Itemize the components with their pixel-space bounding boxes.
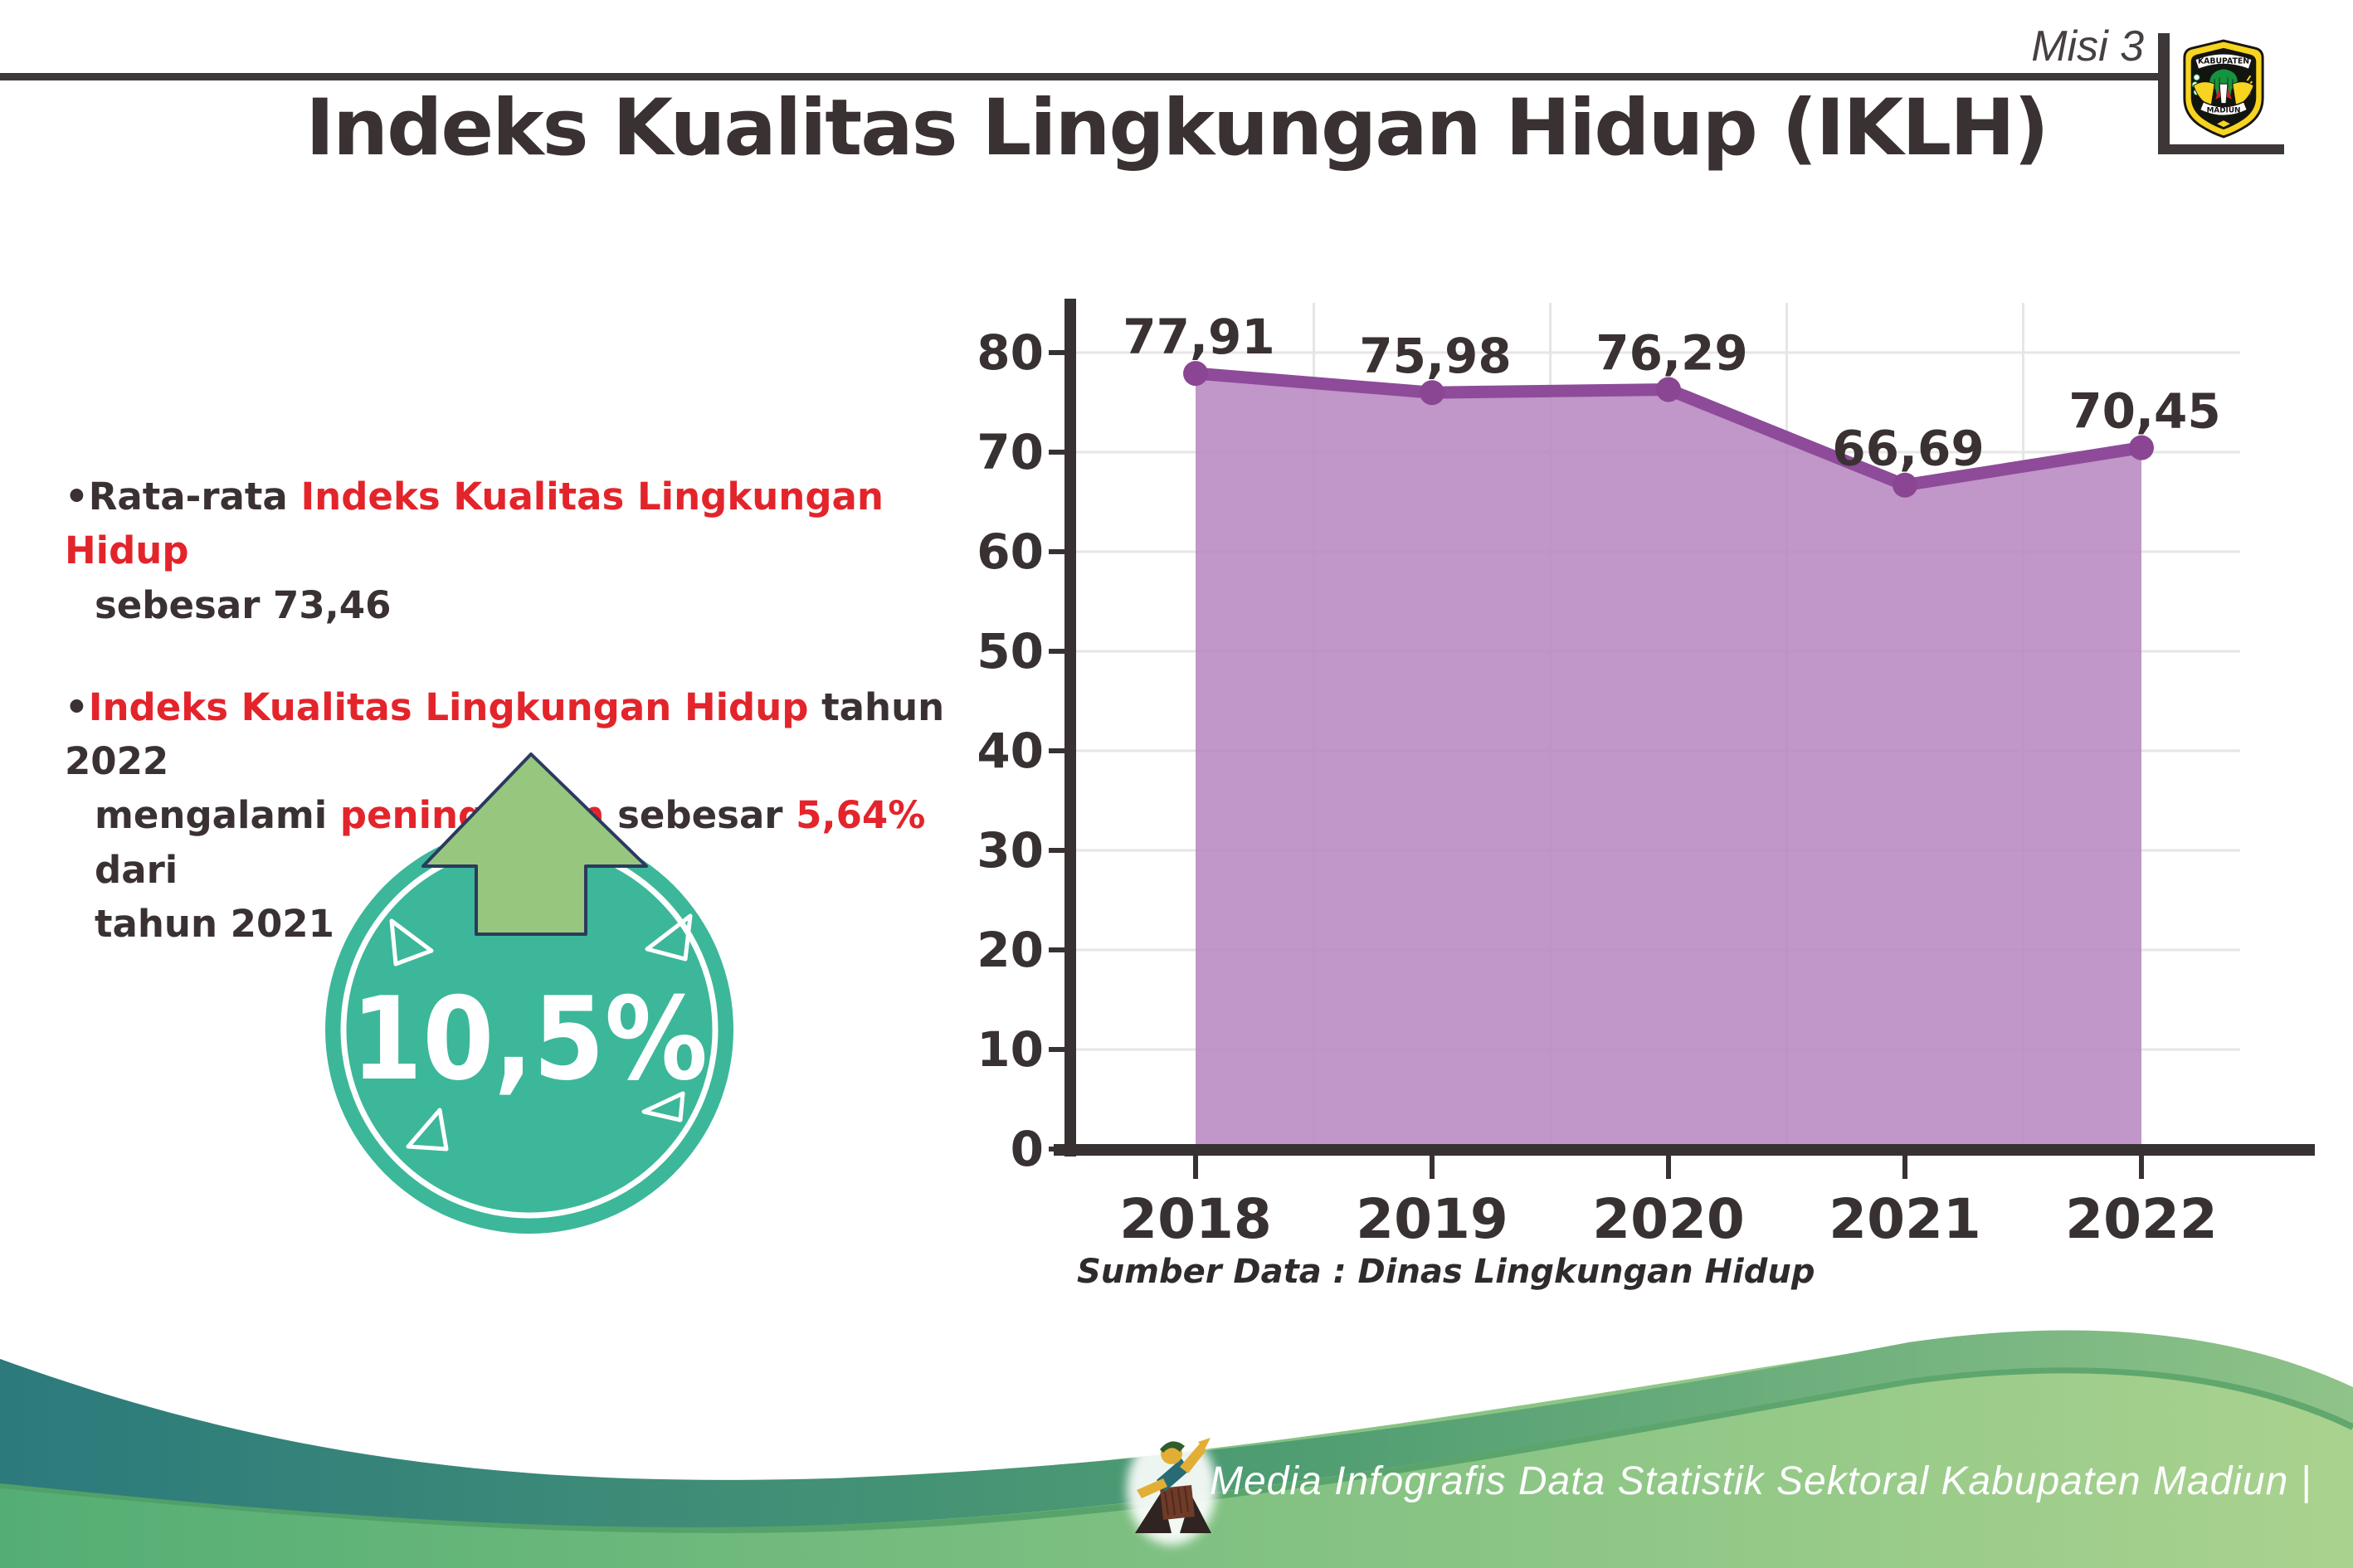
- series-area: [1196, 373, 2141, 1149]
- text-segment: 5,64%: [796, 793, 926, 838]
- sparkle-triangle-icon: [406, 1108, 449, 1152]
- x-tick-label: 2018: [1119, 1187, 1272, 1251]
- data-label: 75,98: [1359, 328, 1511, 384]
- y-tick-label: 60: [979, 523, 1044, 580]
- page-title: Indeks Kualitas Lingkungan Hidup (IKLH): [305, 83, 2049, 173]
- x-tick-label: 2020: [1592, 1187, 1745, 1251]
- footer-credit: Media Infografis Data Statistik Sektoral…: [1210, 1459, 2312, 1503]
- logo-right-wing-icon: [2232, 81, 2254, 106]
- sparkle-triangle-icon: [645, 913, 693, 962]
- logo-red-accent: [2215, 87, 2221, 100]
- logo-cotton-icon: [2193, 74, 2200, 81]
- header-rule: [0, 73, 2164, 80]
- data-label: 70,45: [2068, 383, 2220, 440]
- mascot-hand: [1198, 1438, 1211, 1449]
- text-segment: Indeks Kualitas Lingkungan Hidup: [65, 475, 884, 573]
- x-axis: [1054, 1144, 2315, 1156]
- logo-bottom-ribbon: [2199, 100, 2248, 117]
- logo-tree-icon: [2209, 69, 2238, 97]
- bullet-line: tahun 2021: [65, 897, 977, 951]
- text-segment: sebesar: [604, 793, 797, 838]
- data-point: [2129, 435, 2154, 460]
- logo-red-accent: [2226, 87, 2232, 100]
- mascot-icon: [1127, 1432, 1216, 1545]
- logo-bottom-text: MADIUN: [2207, 106, 2241, 114]
- text-segment: Indeks Kualitas Lingkungan Hidup: [88, 684, 809, 729]
- logo-frame-bottom: [2158, 144, 2284, 154]
- x-tick-label: 2022: [2065, 1187, 2218, 1251]
- y-tick-label: 20: [979, 922, 1044, 978]
- logo-frame-vertical: [2158, 33, 2170, 154]
- data-point: [1183, 361, 1208, 387]
- y-tick-label: 80: [979, 324, 1044, 381]
- text-segment: tahun 2021: [95, 901, 334, 946]
- text-segment: sebesar 73,46: [95, 582, 392, 627]
- y-tick-label: 30: [979, 822, 1044, 879]
- y-tick-label: 40: [979, 723, 1044, 779]
- x-tick-label: 2019: [1356, 1187, 1508, 1251]
- mascot-sarong-texture: [1164, 1486, 1189, 1516]
- mission-label: Misi 3: [2031, 22, 2144, 71]
- increase-badge: 10,5%: [325, 752, 733, 1234]
- y-tick-label: 10: [979, 1021, 1044, 1078]
- text-segment: •Rata-rata: [65, 475, 301, 519]
- bullet-line: sebesar 73,46: [65, 578, 977, 632]
- up-arrow-icon: [421, 752, 648, 936]
- bullet-average-iklh: •Rata-rata Indeks Kualitas Lingkungan Hi…: [65, 470, 977, 632]
- bullet-line: •Indeks Kualitas Lingkungan Hidup tahun …: [65, 680, 977, 789]
- logo-base-accent: [2217, 120, 2230, 128]
- data-point: [1656, 377, 1681, 402]
- logo-left-wing-icon: [2193, 81, 2215, 106]
- text-segment: tahun 2022: [65, 684, 945, 783]
- data-source: Sumber Data : Dinas Lingkungan Hidup: [1077, 1253, 1815, 1291]
- data-point: [1420, 380, 1444, 406]
- bullet-line: •Rata-rata Indeks Kualitas Lingkungan Hi…: [65, 470, 977, 578]
- data-label: 66,69: [1832, 421, 1984, 477]
- data-label: 76,29: [1595, 325, 1747, 382]
- kabupaten-madiun-logo: KABUPATEN MADIUN: [2183, 39, 2264, 139]
- sparkle-triangle-icon: [389, 918, 434, 967]
- data-point: [1893, 472, 1917, 498]
- x-tick-label: 2021: [1829, 1187, 1981, 1251]
- iklh-area-chart: 0 10 20 30 40 50 60 70 80 2018 2019 2020 2021 2022 77,…: [979, 299, 2315, 1251]
- footer-teal-band: [0, 1330, 2353, 1527]
- mascot-cap: [1160, 1441, 1185, 1453]
- text-segment: mengalami: [95, 793, 340, 838]
- y-tick-label: 50: [979, 623, 1044, 679]
- sparkle-triangle-icon: [641, 1091, 685, 1122]
- footer-wave: [0, 1330, 2353, 1568]
- data-label: 77,91: [1123, 309, 1274, 365]
- mascot-right-arm: [1180, 1444, 1206, 1473]
- logo-keris-emblem: [2219, 83, 2229, 105]
- mascot-left-arm: [1137, 1478, 1167, 1498]
- logo-top-text: KABUPATEN: [2198, 57, 2249, 66]
- badge-circle: [325, 825, 733, 1234]
- logo-top-ribbon: [2194, 53, 2253, 71]
- badge-value: 10,5%: [351, 972, 708, 1106]
- y-tick-label: 0: [1011, 1121, 1044, 1177]
- y-axis: [1064, 299, 1076, 1157]
- footer-wave-rim: [0, 1366, 2353, 1533]
- text-segment: dari: [95, 847, 178, 892]
- y-tick-label: 70: [979, 424, 1044, 480]
- mascot-right-leg: [1180, 1495, 1211, 1533]
- text-segment: •: [65, 684, 89, 729]
